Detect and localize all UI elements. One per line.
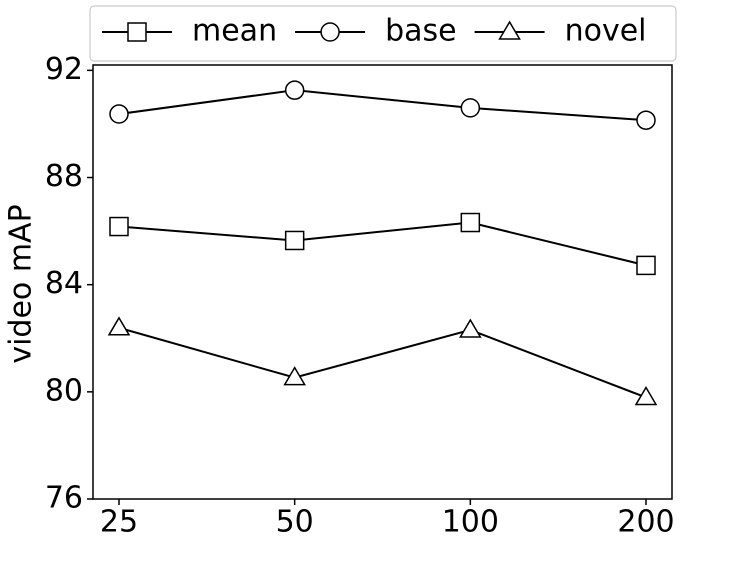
- x-tick-label: 50: [276, 505, 314, 540]
- marker: [460, 212, 481, 233]
- series-line: [118, 221, 647, 267]
- x-tick-label: 100: [442, 505, 499, 540]
- marker: [459, 318, 482, 338]
- series-line: [118, 326, 647, 399]
- y-tick-label: 92: [45, 52, 83, 87]
- legend: mean base novel: [89, 5, 677, 62]
- y-tick-label: 76: [45, 481, 83, 516]
- legend-label: mean: [192, 14, 277, 49]
- marker: [320, 22, 340, 42]
- y-axis-label: video mAP: [4, 204, 39, 363]
- marker: [284, 230, 305, 251]
- y-tick-label: 88: [45, 159, 83, 194]
- x-tick-label: 200: [617, 505, 674, 540]
- marker: [109, 216, 129, 237]
- marker: [636, 255, 656, 276]
- marker: [284, 80, 305, 100]
- marker: [283, 366, 306, 386]
- y-tick-label: 84: [45, 266, 83, 301]
- marker: [109, 104, 129, 124]
- legend-frame: [89, 5, 677, 62]
- marker: [127, 22, 147, 42]
- legend-label: novel: [565, 14, 647, 49]
- marker: [460, 98, 481, 118]
- legend-label: base: [385, 14, 457, 49]
- marker: [107, 316, 131, 336]
- marker: [636, 110, 656, 130]
- plot-frame: [92, 64, 673, 500]
- marker: [634, 385, 658, 406]
- series-line: [118, 89, 647, 122]
- marker: [498, 20, 521, 40]
- y-tick-label: 80: [45, 373, 83, 408]
- x-tick-label: 25: [100, 505, 138, 540]
